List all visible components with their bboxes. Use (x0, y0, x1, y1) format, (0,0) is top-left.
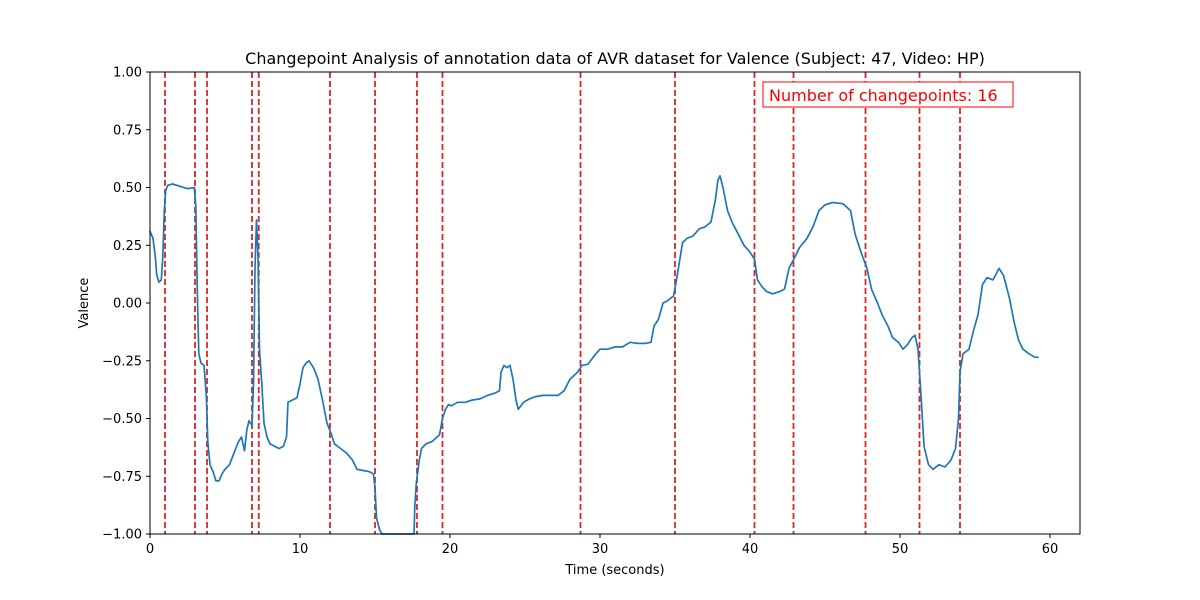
y-tick-label: 0.50 (113, 181, 142, 196)
changepoint-lines (164, 72, 961, 534)
x-tick-label: 40 (742, 542, 759, 557)
chart-title: Changepoint Analysis of annotation data … (245, 49, 985, 68)
y-axis-label: Valence (77, 278, 92, 329)
y-tick-label: 1.00 (113, 66, 142, 81)
y-tick-label: 0.00 (113, 297, 142, 312)
series-layer (149, 175, 1039, 535)
x-tick-label: 30 (592, 542, 609, 557)
x-axis-ticks: 0 10 20 30 40 50 60 (146, 534, 1058, 557)
x-tick-label: 10 (292, 542, 309, 557)
y-tick-label: 0.25 (113, 239, 142, 254)
annotation-text: Number of changepoints: 16 (769, 86, 998, 105)
y-tick-label: 0.75 (113, 123, 142, 138)
x-tick-label: 60 (1042, 542, 1059, 557)
x-tick-label: 0 (146, 542, 154, 557)
y-tick-label: −0.75 (102, 470, 142, 485)
y-tick-label: −0.50 (102, 412, 142, 427)
y-axis-ticks: 1.00 0.75 0.50 0.25 0.00 −0.25 −0.50 −0.75 −1.00 (102, 66, 150, 543)
y-tick-label: −0.25 (102, 354, 142, 369)
y-tick-label: −1.00 (102, 528, 142, 543)
valence-series-line (149, 175, 1039, 535)
x-axis-label: Time (seconds) (564, 563, 664, 578)
changepoint-count-annotation: Number of changepoints: 16 (762, 81, 1014, 108)
x-tick-label: 20 (442, 542, 459, 557)
x-tick-label: 50 (892, 542, 909, 557)
annotation-box (762, 81, 1014, 108)
